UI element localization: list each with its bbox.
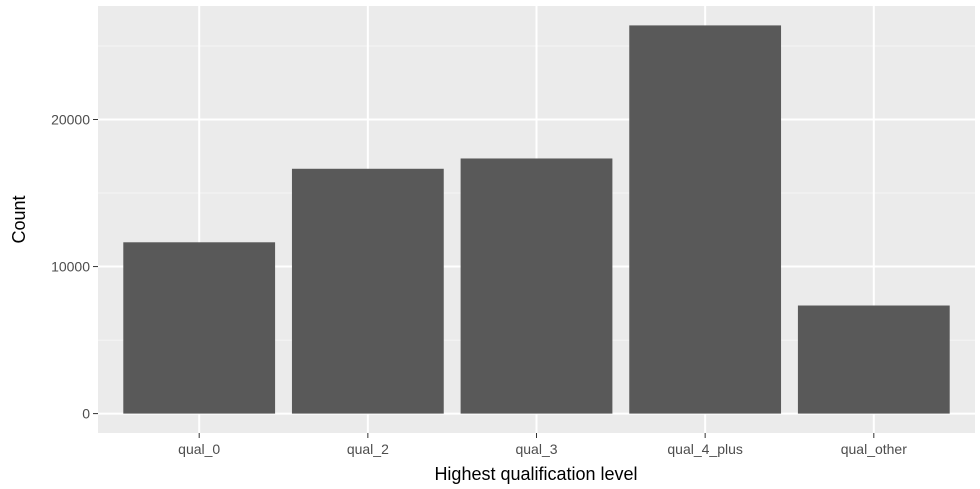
bars: [123, 25, 950, 414]
x-tick-label: qual_other: [841, 441, 908, 457]
y-tick-label: 10000: [51, 259, 90, 275]
y-axis-title: Count: [9, 195, 29, 243]
x-tick-label: qual_4_plus: [667, 441, 743, 457]
x-tick-label: qual_0: [178, 441, 220, 457]
bar-qual_0: [123, 242, 276, 414]
x-tick-label: qual_3: [515, 441, 557, 457]
x-axis: qual_0 qual_2 qual_3 qual_4_plus qual_other: [178, 433, 907, 457]
bar-qual_4_plus: [629, 25, 782, 414]
x-tick-label: qual_2: [347, 441, 389, 457]
y-axis: 0 10000 20000: [51, 112, 98, 422]
bar-qual_other: [797, 305, 950, 414]
bar-qual_3: [460, 158, 613, 414]
x-axis-title: Highest qualification level: [434, 464, 637, 484]
y-tick-label: 20000: [51, 112, 90, 128]
y-tick-label: 0: [82, 406, 90, 422]
bar-qual_2: [291, 168, 444, 414]
